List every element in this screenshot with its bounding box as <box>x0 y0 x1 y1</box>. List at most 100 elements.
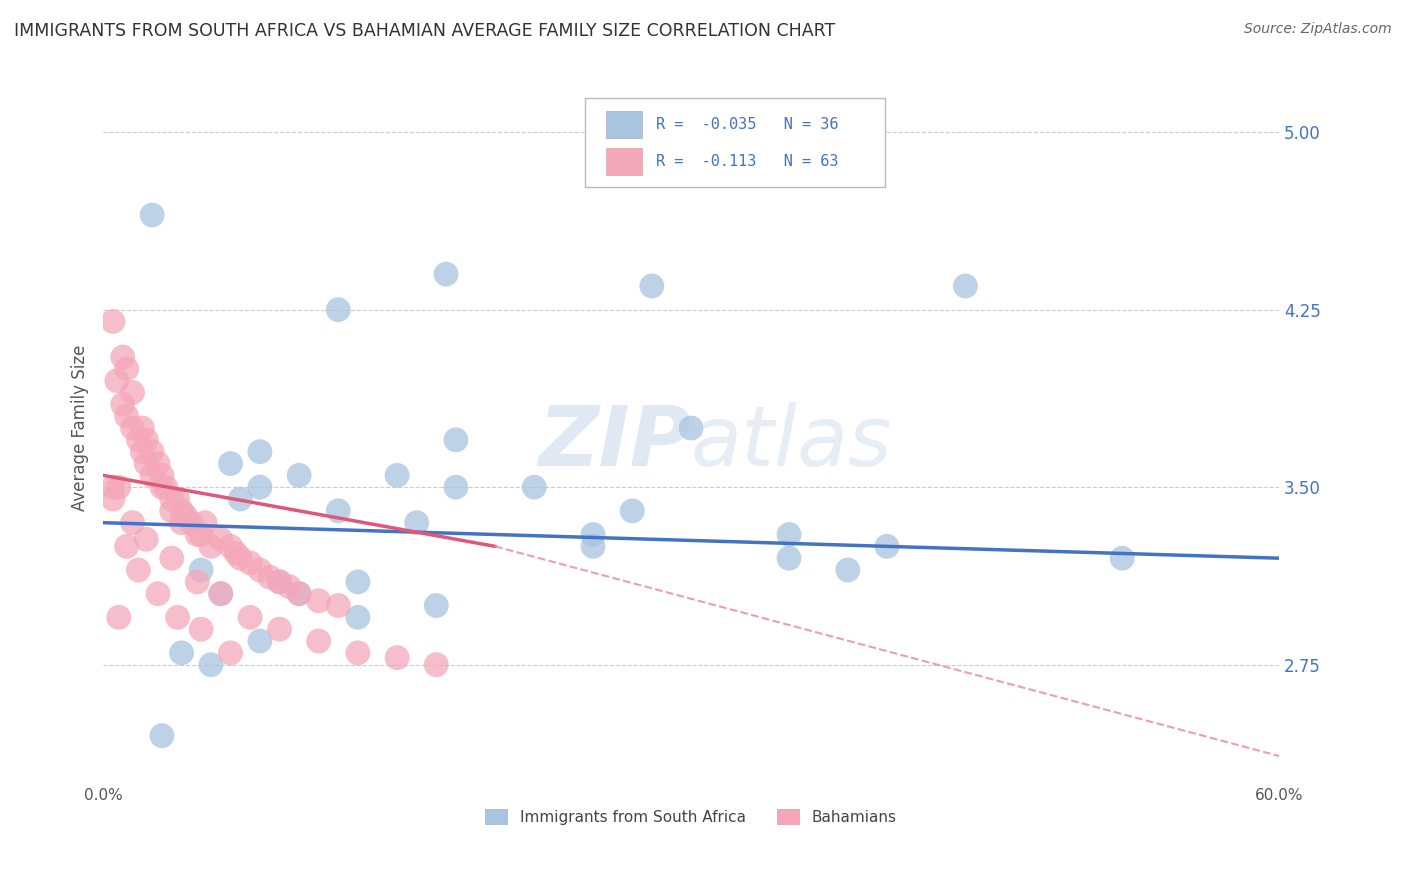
Point <box>444 433 467 447</box>
Point <box>135 533 157 547</box>
Point <box>194 516 217 530</box>
Point <box>170 516 193 530</box>
Text: IMMIGRANTS FROM SOUTH AFRICA VS BAHAMIAN AVERAGE FAMILY SIZE CORRELATION CHART: IMMIGRANTS FROM SOUTH AFRICA VS BAHAMIAN… <box>14 22 835 40</box>
Point <box>209 587 232 601</box>
Point <box>385 650 408 665</box>
Point <box>955 279 977 293</box>
Point <box>170 646 193 660</box>
Point <box>347 610 370 624</box>
Point <box>778 527 800 541</box>
Point <box>150 729 173 743</box>
Point <box>778 551 800 566</box>
Point <box>141 444 163 458</box>
Point <box>101 480 124 494</box>
Point <box>107 480 129 494</box>
Point <box>405 516 427 530</box>
Point <box>135 433 157 447</box>
Point <box>219 457 242 471</box>
Point <box>269 574 291 589</box>
Point <box>582 540 605 554</box>
Point <box>111 350 134 364</box>
Point <box>328 302 350 317</box>
Point <box>308 634 330 648</box>
Point <box>115 540 138 554</box>
Point <box>425 599 447 613</box>
Point <box>434 267 457 281</box>
Point <box>229 491 252 506</box>
Point <box>160 504 183 518</box>
Point <box>385 468 408 483</box>
Point <box>239 610 262 624</box>
Point <box>225 546 247 560</box>
Point <box>135 457 157 471</box>
Point <box>209 587 232 601</box>
Point <box>288 468 311 483</box>
Point <box>150 468 173 483</box>
Point <box>328 599 350 613</box>
FancyBboxPatch shape <box>606 112 641 138</box>
FancyBboxPatch shape <box>585 98 884 186</box>
Point <box>127 433 149 447</box>
Point <box>288 587 311 601</box>
Point <box>170 504 193 518</box>
Point <box>115 409 138 424</box>
Point <box>105 374 128 388</box>
Point <box>200 657 222 672</box>
Point <box>121 385 143 400</box>
Text: ZIP: ZIP <box>538 401 690 483</box>
Text: Source: ZipAtlas.com: Source: ZipAtlas.com <box>1244 22 1392 37</box>
Point <box>107 610 129 624</box>
Point <box>229 551 252 566</box>
Point <box>127 563 149 577</box>
Point <box>190 622 212 636</box>
Point <box>121 516 143 530</box>
Point <box>425 657 447 672</box>
Point <box>249 634 271 648</box>
Point <box>200 540 222 554</box>
Text: R =  -0.113   N = 63: R = -0.113 N = 63 <box>655 154 838 169</box>
Point <box>249 480 271 494</box>
Point <box>259 570 281 584</box>
Y-axis label: Average Family Size: Average Family Size <box>72 345 89 511</box>
Point <box>174 508 197 523</box>
Point <box>269 622 291 636</box>
Point <box>146 457 169 471</box>
Point <box>190 563 212 577</box>
Point <box>155 480 177 494</box>
Point <box>160 491 183 506</box>
Point <box>641 279 664 293</box>
Point <box>209 533 232 547</box>
Point <box>150 480 173 494</box>
Point <box>115 361 138 376</box>
Point <box>523 480 546 494</box>
Point <box>101 314 124 328</box>
Point <box>166 610 188 624</box>
Point <box>219 646 242 660</box>
Point <box>249 444 271 458</box>
Point <box>131 444 153 458</box>
Point <box>328 504 350 518</box>
Text: R =  -0.035   N = 36: R = -0.035 N = 36 <box>655 117 838 132</box>
Point <box>278 580 301 594</box>
Point <box>166 491 188 506</box>
Point <box>160 551 183 566</box>
Point <box>582 527 605 541</box>
Point <box>837 563 859 577</box>
Text: atlas: atlas <box>690 401 893 483</box>
Point <box>111 397 134 411</box>
Legend: Immigrants from South Africa, Bahamians: Immigrants from South Africa, Bahamians <box>485 809 897 825</box>
Point <box>679 421 702 435</box>
Point <box>146 587 169 601</box>
Point <box>1111 551 1133 566</box>
Point <box>444 480 467 494</box>
Point <box>347 574 370 589</box>
Point <box>141 468 163 483</box>
Point <box>180 516 202 530</box>
Point <box>219 540 242 554</box>
Point <box>347 646 370 660</box>
Point <box>239 556 262 570</box>
Point <box>141 208 163 222</box>
FancyBboxPatch shape <box>606 148 641 175</box>
Point <box>269 574 291 589</box>
Point <box>190 527 212 541</box>
